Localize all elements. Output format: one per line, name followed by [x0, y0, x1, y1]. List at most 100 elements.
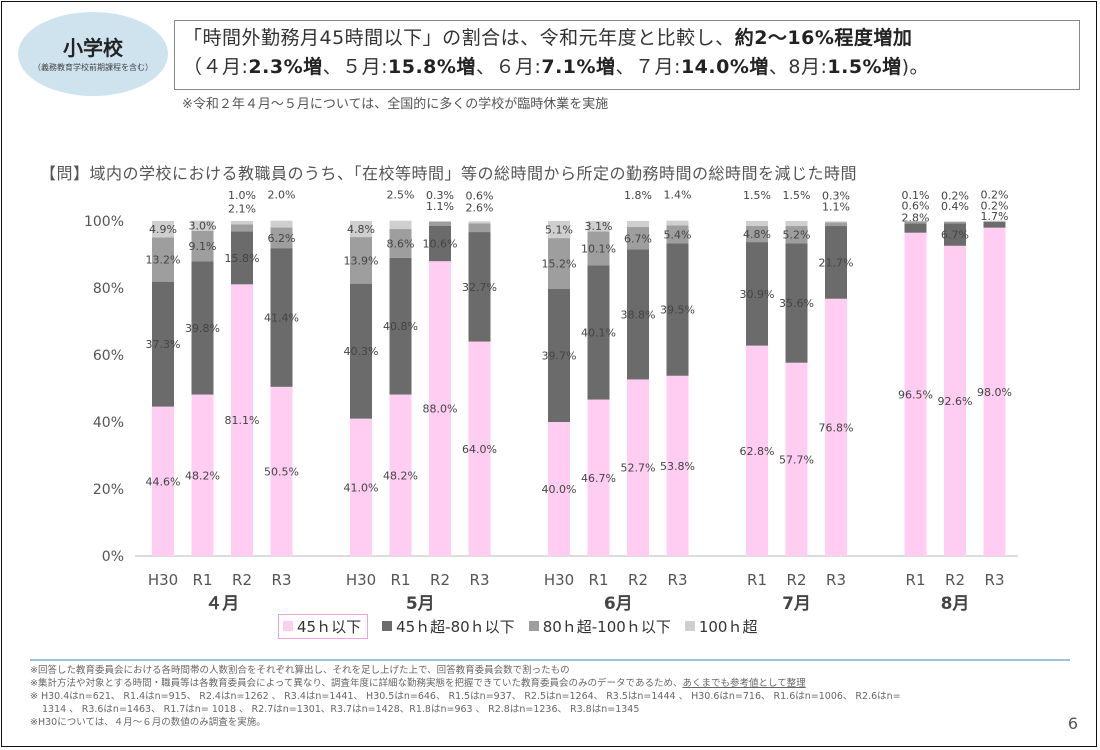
x-tick-label: R2 [430, 571, 450, 589]
x-tick-label: H30 [544, 571, 574, 589]
footnote-divider [30, 659, 1070, 661]
bar-segment [191, 230, 214, 262]
bar-segment [270, 386, 293, 556]
data-label: 0.3% [822, 189, 850, 202]
legend-item: 80ｈ超-100ｈ以下 [528, 616, 671, 637]
y-tick-label: 0% [102, 549, 124, 565]
bar-segment [152, 221, 174, 238]
data-label: 15.8% [225, 252, 260, 265]
bar-segment [746, 242, 768, 346]
data-label: 1.7% [981, 210, 1009, 223]
data-label: 0.2% [981, 189, 1009, 202]
bar-segment [231, 284, 253, 556]
month-group-label: 7月 [782, 594, 811, 614]
data-label: 13.9% [344, 254, 379, 267]
bar-segment [152, 406, 174, 556]
data-label: 1.8% [624, 189, 652, 202]
bar-segment [944, 223, 966, 246]
footnote-2-text: ※集計方法や対象とする時間・職員等は各教育委員会によって異なり、調査年度に詳細な… [30, 678, 683, 689]
legend-swatch [283, 621, 293, 631]
bar-segment [587, 221, 610, 232]
bar-segment [389, 257, 412, 395]
legend-label: 100ｈ超 [698, 617, 758, 636]
legend-swatch [382, 621, 393, 631]
data-label: 41.0% [344, 481, 379, 494]
headline-month-text: 、8月: [768, 56, 828, 78]
bar-segment [270, 248, 293, 387]
bar-segment [270, 227, 293, 249]
data-label: 10.6% [423, 237, 458, 250]
data-label: 0.6% [902, 199, 930, 212]
badge-title: 小学校 [63, 36, 123, 60]
legend-item: 45ｈ超-80ｈ以下 [382, 616, 515, 637]
bar-segment [666, 243, 689, 376]
legend-item: 100ｈ超 [684, 616, 758, 637]
data-label: 48.2% [383, 469, 418, 482]
y-tick-label: 80% [93, 281, 124, 297]
bar-segment [944, 222, 966, 224]
headline-emphasis: 約2〜16%程度増加 [734, 27, 913, 49]
bar-segment [468, 223, 491, 233]
bar-segment [350, 418, 372, 556]
data-label: 2.0% [268, 189, 296, 202]
data-label: 3.1% [585, 220, 613, 233]
data-label: 2.1% [228, 202, 256, 215]
bar-segment [825, 222, 847, 227]
bar-segment [191, 220, 214, 231]
x-tick-label: R3 [668, 571, 688, 589]
headline-text: 「時間外勤務月45時間以下」の割合は、令和元年度と比較し、 [183, 27, 735, 49]
data-label: 0.2% [941, 189, 969, 202]
x-tick-label: H30 [346, 571, 376, 589]
legend-label: 80ｈ超-100ｈ以下 [542, 617, 671, 636]
legend-item: 45ｈ以下 [278, 613, 369, 639]
bar-segment [231, 231, 253, 285]
data-label: 3.0% [189, 220, 217, 233]
y-tick-label: 20% [93, 482, 124, 498]
bar-segment [983, 220, 1006, 222]
data-label: 39.7% [542, 350, 577, 363]
y-tick-label: 40% [93, 415, 124, 431]
data-label: 6.7% [624, 232, 652, 245]
headline-month-text: 、６月: [475, 56, 542, 78]
x-tick-label: R2 [628, 571, 648, 589]
y-tick-label: 100% [84, 214, 124, 230]
headline-increase-value: 7.1%増 [541, 56, 616, 78]
data-label: 30.9% [740, 288, 775, 301]
month-group-label: ４月 [205, 594, 239, 614]
x-tick-label: R1 [391, 571, 411, 589]
bar-segment [944, 221, 966, 223]
bar-segment [904, 223, 927, 233]
bar-segment [548, 289, 570, 422]
data-label: 1.1% [822, 200, 850, 213]
bar-segment [429, 261, 451, 556]
closure-note: ※令和２年４月〜５月については、全国的に多くの学校が臨時休業を実施 [182, 97, 609, 112]
data-label: 39.5% [660, 304, 695, 317]
month-group-label: 6月 [604, 594, 633, 614]
data-label: 4.8% [743, 228, 771, 241]
x-tick-label: R3 [470, 571, 490, 589]
bar-segment [983, 222, 1006, 228]
data-label: 46.7% [581, 472, 616, 485]
data-label: 1.5% [783, 189, 811, 202]
footnote-4: 1314 、 R3.6はn=1463、 R1.7はn= 1018 、 R2.7は… [42, 704, 640, 715]
data-label: 2.5% [387, 189, 415, 202]
survey-question: 【問】域内の学校における教職員のうち、「在校等時間」等の総時間から所定の勤務時間… [40, 164, 858, 183]
legend-swatch [528, 621, 539, 631]
data-label: 1.5% [743, 189, 771, 202]
legend-label: 45ｈ超-80ｈ以下 [396, 617, 515, 636]
x-tick-label: H30 [148, 571, 178, 589]
bar-segment [944, 245, 966, 557]
bar-segment [904, 232, 927, 556]
data-label: 4.9% [149, 223, 177, 236]
data-label: 53.8% [660, 460, 695, 473]
footnote-5: ※H30については、４月〜６月の数値のみ調査を実施。 [30, 717, 266, 728]
data-label: 1.1% [426, 200, 454, 213]
data-label: 41.4% [264, 311, 299, 324]
data-label: 0.2% [981, 199, 1009, 212]
bar-segment [191, 394, 214, 556]
data-label: 40.8% [383, 320, 418, 333]
data-label: 40.3% [344, 345, 379, 358]
data-label: 10.1% [581, 242, 616, 255]
x-tick-label: R1 [193, 571, 213, 589]
